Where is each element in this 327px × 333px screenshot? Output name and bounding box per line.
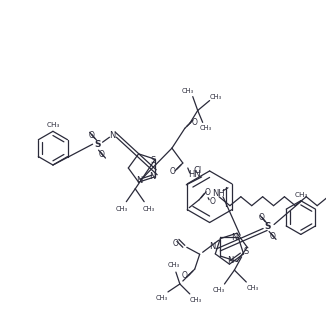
Text: S: S	[265, 222, 271, 231]
Text: Cl: Cl	[194, 166, 202, 175]
Text: CH₃: CH₃	[46, 122, 60, 128]
Text: CH₃: CH₃	[168, 262, 180, 268]
Text: S: S	[151, 156, 156, 165]
Text: O: O	[270, 232, 276, 241]
Text: O: O	[170, 167, 176, 176]
Text: CH₃: CH₃	[199, 125, 212, 131]
Text: O: O	[210, 197, 216, 206]
Text: O: O	[173, 239, 179, 248]
Text: O: O	[192, 118, 198, 127]
Text: NH: NH	[212, 189, 224, 198]
Text: O: O	[182, 271, 188, 280]
Text: O: O	[89, 131, 95, 140]
Text: CH₃: CH₃	[182, 88, 194, 94]
Text: N: N	[136, 175, 143, 185]
Text: N: N	[227, 256, 233, 265]
Text: N: N	[209, 242, 215, 251]
Text: O: O	[99, 150, 104, 159]
Text: CH₃: CH₃	[115, 206, 128, 212]
Text: S: S	[244, 247, 249, 256]
Text: CH₃: CH₃	[210, 94, 222, 100]
Text: N: N	[231, 233, 237, 242]
Text: CH₃: CH₃	[294, 192, 307, 198]
Text: CH₃: CH₃	[213, 287, 225, 293]
Text: O: O	[204, 188, 210, 197]
Text: HN: HN	[188, 170, 201, 179]
Text: CH₃: CH₃	[156, 295, 168, 301]
Text: N: N	[149, 172, 155, 181]
Text: S: S	[94, 140, 101, 149]
Text: CH₃: CH₃	[246, 285, 258, 291]
Text: N: N	[109, 131, 116, 140]
Text: CH₃: CH₃	[143, 206, 155, 212]
Text: O: O	[258, 213, 264, 222]
Text: CH₃: CH₃	[190, 297, 202, 303]
